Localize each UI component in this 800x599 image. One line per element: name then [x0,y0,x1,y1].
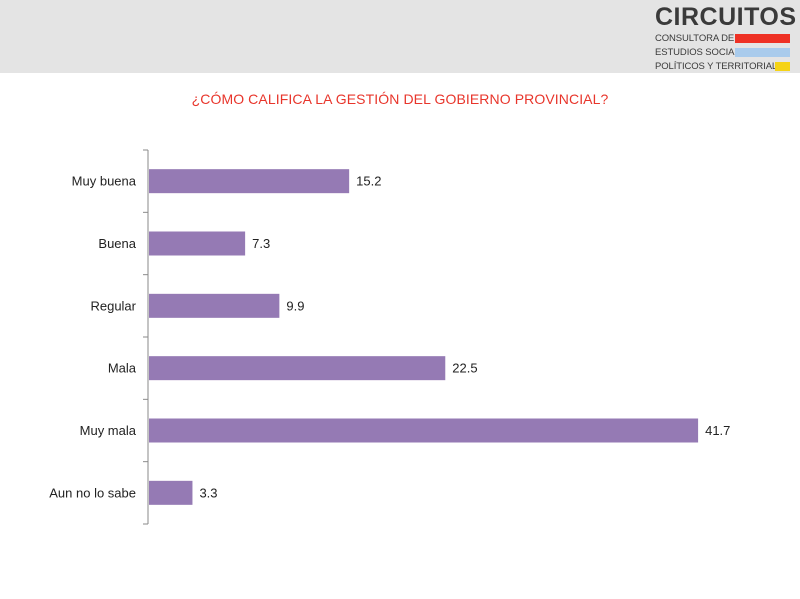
category-label: Muy mala [80,423,137,438]
bar [149,418,699,443]
logo-yellow-bar [775,62,790,71]
value-label: 15.2 [356,174,381,189]
category-label: Regular [90,298,136,313]
category-label: Buena [98,236,136,251]
logo-tagline-1: CONSULTORA DE [655,33,735,44]
category-label: Aun no lo sabe [49,485,136,500]
header-band [0,0,800,73]
bar [149,169,350,194]
chart-title: ¿CÓMO CALIFICA LA GESTIÓN DEL GOBIERNO P… [191,91,609,107]
circuitos-logo: CIRCUITOS CONSULTORA DE ESTUDIOS SOCIALE… [655,3,797,72]
category-label: Muy buena [72,174,137,189]
logo-tagline-3: POLÍTICOS Y TERRITORIALES [655,61,790,72]
bar [149,293,280,318]
logo-name: CIRCUITOS [655,3,797,31]
value-label: 9.9 [286,298,304,313]
value-label: 22.5 [452,361,477,376]
bar [149,356,446,381]
value-label: 3.3 [199,485,217,500]
value-label: 7.3 [252,236,270,251]
bar [149,480,193,505]
value-label: 41.7 [705,423,730,438]
category-label: Mala [108,361,137,376]
logo-blue-bar [735,48,790,57]
bar [149,231,246,256]
logo-red-bar [735,34,790,43]
logo-tagline-2: ESTUDIOS SOCIALES, [655,47,755,58]
